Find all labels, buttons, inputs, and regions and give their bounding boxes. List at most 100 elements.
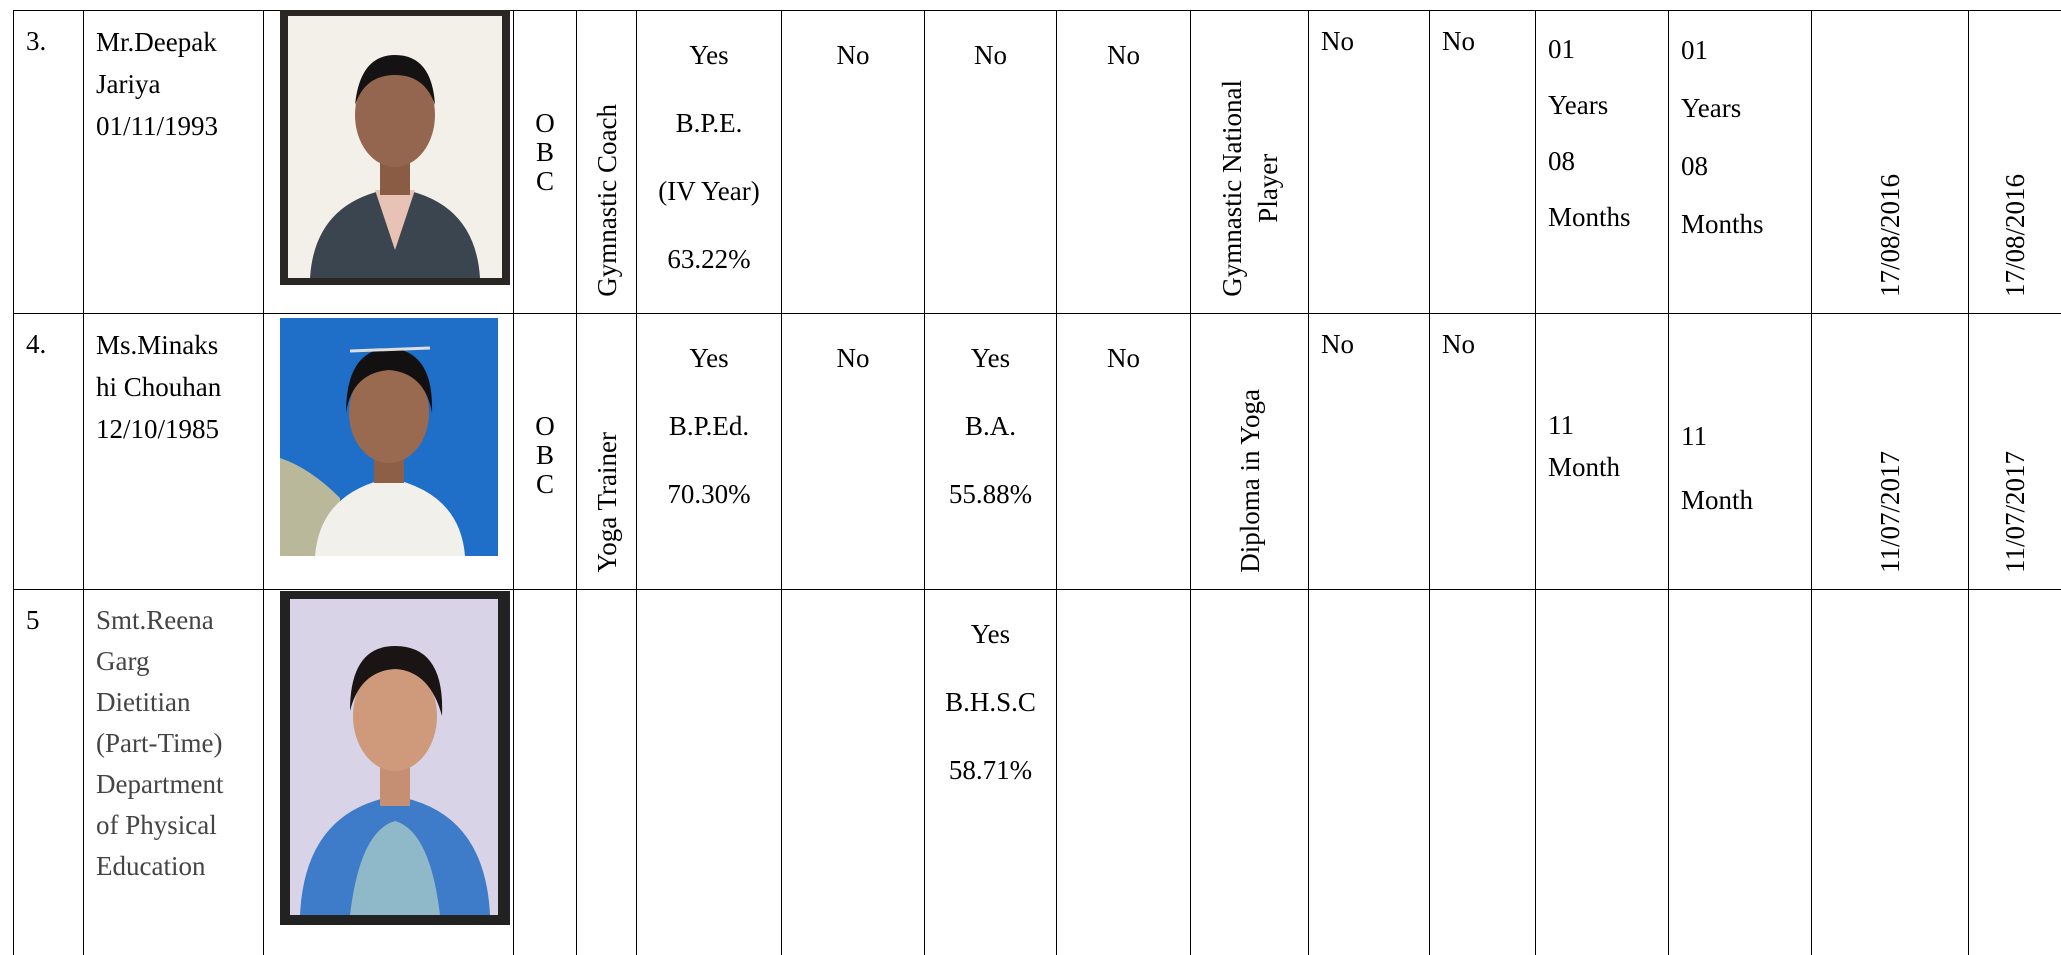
cell-text: Ms.Minaks <box>96 330 219 360</box>
table-cell: Yoga Trainer <box>576 313 636 589</box>
cell-text: Yes <box>970 343 1011 373</box>
table-cell <box>636 589 781 955</box>
table-cell: No <box>1429 10 1535 313</box>
table-cell <box>1190 589 1308 955</box>
table-cell <box>1535 589 1668 955</box>
table-cell: Yes B.P.E. (IV Year) 63.22% <box>636 10 781 313</box>
table-cell: Gymnastic Coach <box>576 10 636 313</box>
cell-text: Jariya <box>96 69 161 99</box>
cell-text: Yes <box>689 40 729 70</box>
table-cell: Yes B.A. 55.88% <box>924 313 1056 589</box>
cell-text: 01 <box>1681 35 1708 65</box>
cell-text: 58.71% <box>948 755 1033 785</box>
cell-text: Months <box>1548 202 1631 232</box>
cell-text: 11 <box>1548 410 1574 440</box>
cell-text: 11 <box>1681 421 1707 451</box>
table-cell: 17/08/2016 <box>1811 10 1968 313</box>
table-cell: 01 Years 08 Months <box>1668 10 1811 313</box>
cell-text: No <box>836 40 870 70</box>
table-cell: 11 Month <box>1535 313 1668 589</box>
table-cell: 11/07/2017 <box>1968 313 2061 589</box>
cell-content: Ms.Minaks hi Chouhan 12/10/1985 <box>96 324 255 450</box>
table-cell: Mr.Deepak Jariya 01/11/1993 <box>83 10 263 313</box>
cell-text: C <box>535 166 554 196</box>
cell-text: No <box>1321 26 1354 56</box>
table-cell: No <box>1056 313 1190 589</box>
cell-text: No <box>1107 343 1140 373</box>
cell-text: Garg <box>96 646 150 676</box>
cell-text: 17/08/2016 <box>2000 173 2030 297</box>
cell-content: No <box>1442 324 1527 364</box>
cell-text: O <box>535 411 555 441</box>
cell-text: O <box>535 108 555 138</box>
table-cell: 4. <box>13 313 83 589</box>
table-cell: No <box>1308 313 1429 589</box>
table-cell <box>513 589 576 955</box>
table-cell <box>1429 589 1535 955</box>
cell-text: No <box>1442 329 1475 359</box>
cell-text: Month <box>1548 452 1621 482</box>
table-cell: 17/08/2016 <box>1968 10 2061 313</box>
table-cell: No <box>924 10 1056 313</box>
table-cell: 11 Month <box>1668 313 1811 589</box>
photo <box>280 591 510 925</box>
cell-text: 17/08/2016 <box>1875 173 1905 297</box>
cell-text: 12/10/1985 <box>96 414 220 444</box>
table-cell: 3. <box>13 10 83 313</box>
table-cell: Smt.Reena Garg Dietitian (Part-Time) Departm… <box>83 589 263 955</box>
cell-text: Month <box>1681 485 1754 515</box>
table-cell <box>1308 589 1429 955</box>
vertical-text: Gymnastic Coach <box>589 104 625 297</box>
vertical-text: Diploma in Yoga <box>1232 389 1268 573</box>
vertical-text: 11/07/2017 <box>1997 451 2033 573</box>
cell-text: C <box>535 469 554 499</box>
cell-content: No <box>1069 21 1182 89</box>
table-cell: No <box>1056 10 1190 313</box>
vertical-text: 17/08/2016 <box>1872 174 1908 297</box>
photo <box>280 318 498 556</box>
cell-text: B.A. <box>964 411 1016 441</box>
cell-text: of Physical <box>96 810 217 840</box>
cell-text: 08 <box>1681 151 1708 181</box>
cell-content: Yes B.P.E. (IV Year) 63.22% <box>649 21 773 293</box>
cell-content: Mr.Deepak Jariya 01/11/1993 <box>96 21 255 147</box>
table-cell: Gymnastic National Player <box>1190 10 1308 313</box>
cell-text: Yes <box>970 619 1011 649</box>
cell-text: No <box>1321 329 1354 359</box>
photo <box>280 10 510 285</box>
table-cell: No <box>781 10 924 313</box>
cell-text: 01 <box>1548 34 1575 64</box>
cell-text: No <box>836 343 870 373</box>
cell-content: Yes B.P.Ed. 70.30% <box>649 324 773 528</box>
cell-content: No <box>794 21 916 89</box>
cell-text: 01/11/1993 <box>96 111 219 141</box>
table-cell: No <box>781 313 924 589</box>
vertical-text: 11/07/2017 <box>1872 451 1908 573</box>
cell-content: 4. <box>26 324 75 364</box>
table-cell: 01 Years 08 Months <box>1535 10 1668 313</box>
cell-text: B.P.Ed. <box>668 411 750 441</box>
table-cell: 5 <box>13 589 83 955</box>
cell-text: Years <box>1681 93 1742 123</box>
table-cell: No <box>1308 10 1429 313</box>
cell-content: Yes B.H.S.C 58.71% <box>937 600 1048 804</box>
cell-content: Yes B.A. 55.88% <box>937 324 1048 528</box>
vertical-text: 17/08/2016 <box>1997 174 2033 297</box>
cell-text: hi Chouhan <box>96 372 222 402</box>
cell-text: 5 <box>26 605 40 635</box>
cell-text: 70.30% <box>667 479 751 509</box>
cell-text: No <box>1107 40 1140 70</box>
cell-text: Education <box>96 851 206 881</box>
cell-text: 55.88% <box>948 479 1033 509</box>
cell-content: Smt.Reena Garg Dietitian (Part-Time) Departm… <box>96 600 255 887</box>
cell-content: No <box>1442 21 1527 61</box>
cell-text: Department <box>96 769 224 799</box>
cell-text: No <box>974 40 1007 70</box>
table-cell <box>263 313 513 589</box>
vertical-text: Yoga Trainer <box>589 432 625 573</box>
table-cell: Diploma in Yoga <box>1190 313 1308 589</box>
cell-content: 11 Month <box>1548 404 1660 488</box>
cell-content: 11 Month <box>1681 404 1803 532</box>
